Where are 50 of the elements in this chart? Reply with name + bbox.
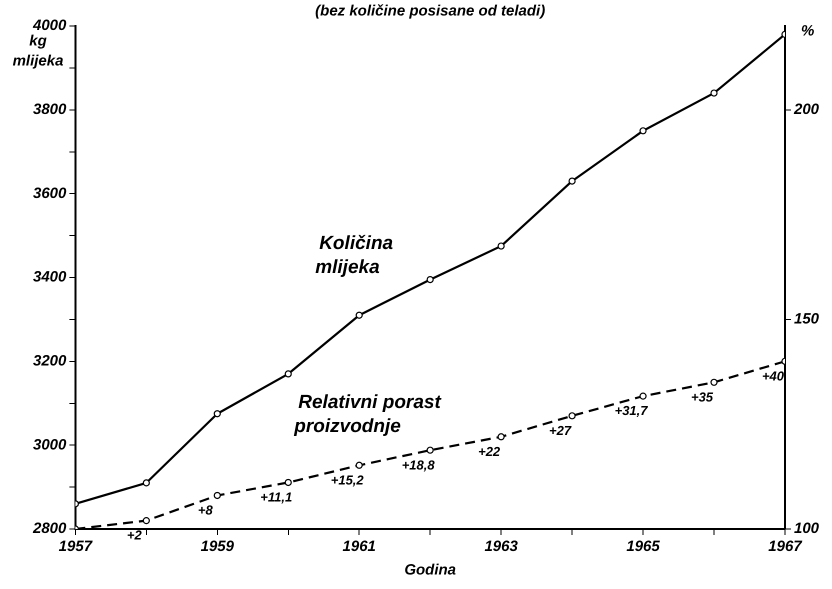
- point: [426, 446, 434, 454]
- point: [142, 517, 150, 524]
- y2-tick-label: 150: [794, 310, 820, 328]
- y-tick-label: 3000: [32, 436, 68, 454]
- y2-tick-label: 200: [792, 100, 820, 118]
- point: [214, 410, 221, 418]
- y2-axis-title: %: [800, 22, 814, 40]
- y-axis-title: kg mlijeka: [12, 32, 64, 70]
- x-tick-label: 1961: [342, 538, 376, 556]
- point: [142, 479, 150, 486]
- x-tick-label: 1965: [626, 538, 660, 556]
- x-tick-label: 1963: [484, 538, 518, 556]
- y-tick-label: 3800: [32, 100, 68, 118]
- point: [356, 312, 363, 319]
- point: [568, 412, 576, 420]
- point: [498, 242, 505, 250]
- annotation: +27: [549, 422, 572, 438]
- point: [568, 177, 576, 185]
- point: [356, 462, 363, 469]
- series-label: Relativni porast proizvodnje: [293, 392, 442, 438]
- y2-tick-label: 100: [794, 520, 820, 538]
- annotation: +2: [126, 528, 143, 543]
- point: [639, 392, 647, 400]
- point: [284, 370, 292, 378]
- annotation: +18,8: [402, 457, 436, 472]
- y-tick-label: 2800: [32, 520, 68, 538]
- y-tick-label: 3400: [32, 268, 68, 286]
- point: [710, 378, 718, 386]
- y-tick-label: 3200: [32, 352, 68, 370]
- x-tick-label: 1959: [200, 538, 235, 556]
- annotation: +11,1: [260, 490, 292, 505]
- chart-title: (bez količine posisane od teladi): [315, 2, 546, 20]
- annotation: +35: [690, 389, 714, 404]
- annotation: +22: [478, 444, 501, 459]
- annotation: +31,7: [614, 403, 648, 418]
- point: [214, 492, 221, 500]
- series-label: Količina mlijeka: [315, 232, 394, 278]
- annotation: +40: [762, 368, 785, 384]
- point: [639, 127, 647, 134]
- annotation: +15,2: [330, 472, 364, 488]
- point: [498, 433, 505, 440]
- annotation: +8: [198, 502, 214, 518]
- y-tick-label: 4000: [32, 17, 68, 34]
- y-tick-label: 3600: [32, 184, 68, 202]
- x-tick-label: 1957: [58, 538, 93, 556]
- point: [284, 478, 292, 486]
- point: [710, 89, 718, 97]
- point: [426, 276, 434, 284]
- x-axis-title: Godina: [404, 562, 456, 579]
- x-tick-label: 1967: [768, 538, 802, 556]
